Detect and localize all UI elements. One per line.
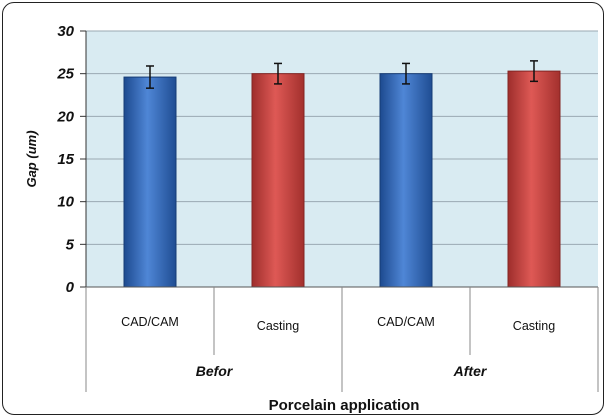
- y-tick-label: 0: [66, 279, 75, 296]
- x-category-label: Casting: [257, 319, 299, 333]
- y-axis-ticks: 0 5 10 15 20 25 30: [56, 23, 87, 296]
- bar-cadcam-0: [123, 76, 177, 288]
- x-axis-label: Porcelain application: [269, 397, 420, 414]
- y-tick-label: 5: [66, 236, 75, 253]
- y-tick-label: 25: [56, 66, 74, 83]
- x-category-label: CAD/CAM: [377, 315, 435, 329]
- bar-casting-1: [251, 73, 305, 288]
- bar-cadcam-2: [379, 73, 433, 288]
- x-axis-table: CAD/CAM Casting CAD/CAM Casting Befor After: [85, 286, 599, 392]
- x-group-label: Befor: [196, 363, 234, 379]
- y-tick-label: 10: [57, 194, 74, 211]
- bar-casting-3: [507, 70, 561, 288]
- y-tick-label: 15: [57, 151, 74, 168]
- error-bars: [146, 60, 538, 89]
- x-group-label: After: [453, 363, 488, 379]
- x-category-label: CAD/CAM: [121, 315, 179, 329]
- y-tick-label: 30: [57, 23, 74, 40]
- bars: [123, 70, 561, 288]
- y-tick-label: 20: [56, 108, 74, 125]
- y-axis-label: Gap (um): [24, 130, 39, 187]
- x-category-label: Casting: [513, 319, 555, 333]
